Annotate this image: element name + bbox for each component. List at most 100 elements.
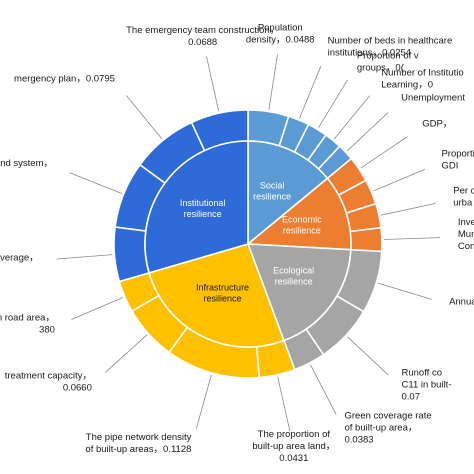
- outer-label-line: C11 in built-: [402, 379, 452, 390]
- inner-label-ecological: Ecological resilience: [273, 266, 314, 287]
- outer-label-15: an road area，380: [0, 313, 55, 336]
- outer-label-line: Proportion of v: [357, 50, 419, 61]
- outer-label-0: Population density，0.0488: [246, 22, 315, 45]
- outer-segment-8[interactable]: [349, 226, 383, 253]
- outer-label-5: GDP，: [422, 119, 452, 130]
- outer-label-line: Proportion o: [441, 148, 474, 159]
- outer-label-7: Per capiturba: [453, 186, 474, 209]
- outer-label-line: The emergency team construction，: [126, 25, 279, 36]
- leader-line-9: [378, 282, 432, 300]
- inner-label-line: Social: [260, 181, 285, 191]
- outer-label-line: Unemployment: [401, 92, 465, 103]
- leader-line-7: [380, 202, 436, 216]
- outer-label-line: groups，0(: [357, 62, 405, 73]
- outer-label-line: and system，: [0, 158, 53, 169]
- outer-label-line: Learning，0: [381, 80, 433, 91]
- outer-label-line: density，0.0488: [246, 34, 315, 45]
- leader-line-6: [373, 168, 426, 192]
- inner-label-institutional: Institutional resilience: [180, 198, 226, 219]
- inner-segment-social[interactable]: [247, 140, 329, 246]
- leader-line-17: [69, 172, 122, 194]
- inner-label-line: Ecological: [273, 266, 314, 276]
- inner-label-economic: Economic resilience: [282, 214, 322, 235]
- outer-label-8: InvestrMunicCon: [458, 217, 474, 252]
- outer-label-9: Annua: [449, 297, 474, 308]
- outer-label-12: The proportion of built-up area land， 0.04…: [252, 429, 335, 464]
- outer-label-6: Proportion oGDI: [441, 148, 474, 171]
- outer-label-line: Munic: [458, 229, 474, 240]
- outer-label-17: and system，: [0, 158, 53, 169]
- outer-label-14: treatment capacity， 0.0660: [5, 370, 92, 393]
- inner-segment-ecological[interactable]: [246, 243, 352, 342]
- inner-segment-institutional[interactable]: [144, 140, 249, 274]
- leader-line-3: [333, 95, 371, 140]
- inner-label-infrastructure: Infrastructure resilience: [196, 283, 249, 304]
- outer-label-line: of built-up area，: [344, 423, 417, 434]
- inner-label-line: resilience: [184, 209, 222, 219]
- leader-line-1: [299, 66, 322, 119]
- inner-label-line: Infrastructure: [196, 283, 249, 293]
- inner-ring: [144, 140, 352, 348]
- inner-label-line: resilience: [204, 294, 242, 304]
- leader-line-13: [195, 374, 212, 430]
- leader-line-12: [277, 376, 291, 432]
- outer-segment-16[interactable]: [113, 226, 151, 283]
- outer-label-line: coverage，: [0, 252, 39, 263]
- leader-line-18: [126, 95, 163, 140]
- outer-label-line: an road area，: [0, 313, 55, 324]
- outer-label-line: Per capit: [453, 186, 474, 197]
- outer-label-line: built-up area land，: [252, 441, 335, 452]
- leader-line-2: [318, 79, 348, 128]
- outer-label-line: mergency plan，0.0795: [14, 74, 115, 85]
- outer-label-line: Con: [458, 241, 474, 252]
- outer-label-line: Number of beds in healthcare: [328, 36, 453, 47]
- outer-label-line: GDI: [441, 160, 458, 171]
- outer-label-13: The pipe network density of built-up area…: [85, 432, 191, 455]
- outer-label-line: of built-up areas，0.1128: [85, 444, 191, 455]
- outer-label-line: Green coverage rate: [344, 411, 431, 422]
- leader-line-0: [268, 54, 278, 110]
- outer-label-1: Number of beds in healthcare institutions…: [328, 36, 453, 59]
- outer-label-line: GDP，: [422, 119, 452, 130]
- outer-label-11: Green coverage rate of built-up area， 0.03…: [344, 411, 431, 446]
- outer-label-line: 0.07: [402, 391, 421, 402]
- outer-label-line: 380: [39, 325, 55, 336]
- outer-labels: Population density，0.0488 Number of beds i…: [0, 22, 474, 463]
- outer-label-16: coverage，: [0, 252, 39, 263]
- inner-segment-infrastructure[interactable]: [148, 243, 285, 348]
- inner-label-line: Institutional: [180, 198, 226, 208]
- leader-lines: [56, 54, 440, 432]
- outer-label-line: 0.0431: [279, 453, 308, 464]
- leader-line-5: [360, 136, 408, 169]
- outer-label-10: Runoff co C11 in built-0.07: [402, 367, 452, 402]
- outer-label-19: The emergency team construction， 0.0688: [126, 25, 279, 48]
- leader-line-8: [383, 237, 440, 240]
- leader-line-14: [105, 334, 148, 373]
- inner-label-line: Economic: [282, 214, 322, 224]
- inner-label-line: resilience: [283, 225, 321, 235]
- leader-line-15: [71, 297, 124, 320]
- outer-label-line: urba: [453, 198, 473, 209]
- outer-label-line: Investr: [458, 217, 474, 228]
- leader-line-4: [346, 112, 389, 152]
- outer-label-line: The proportion of: [258, 429, 331, 440]
- outer-label-line: Runoff co: [402, 367, 443, 378]
- outer-label-line: 0.0383: [344, 435, 373, 446]
- leader-line-11: [310, 364, 337, 415]
- inner-label-social: Social resilience: [253, 181, 291, 202]
- inner-label-line: resilience: [275, 277, 313, 287]
- outer-label-18: mergency plan，0.0795: [14, 74, 115, 85]
- leader-line-10: [347, 336, 389, 376]
- outer-label-line: Annua: [449, 297, 474, 308]
- outer-label-2: Proportion of v groups，0(: [357, 50, 419, 73]
- outer-label-line: institutions，0.0254: [328, 48, 411, 59]
- outer-label-line: Population: [258, 22, 303, 33]
- inner-segment-economic[interactable]: [245, 177, 352, 251]
- outer-label-line: treatment capacity，: [5, 370, 92, 381]
- outer-label-line: The pipe network density: [86, 432, 192, 443]
- leader-line-16: [56, 254, 113, 260]
- leader-line-19: [206, 56, 220, 112]
- outer-label-line: 0.0660: [63, 382, 92, 393]
